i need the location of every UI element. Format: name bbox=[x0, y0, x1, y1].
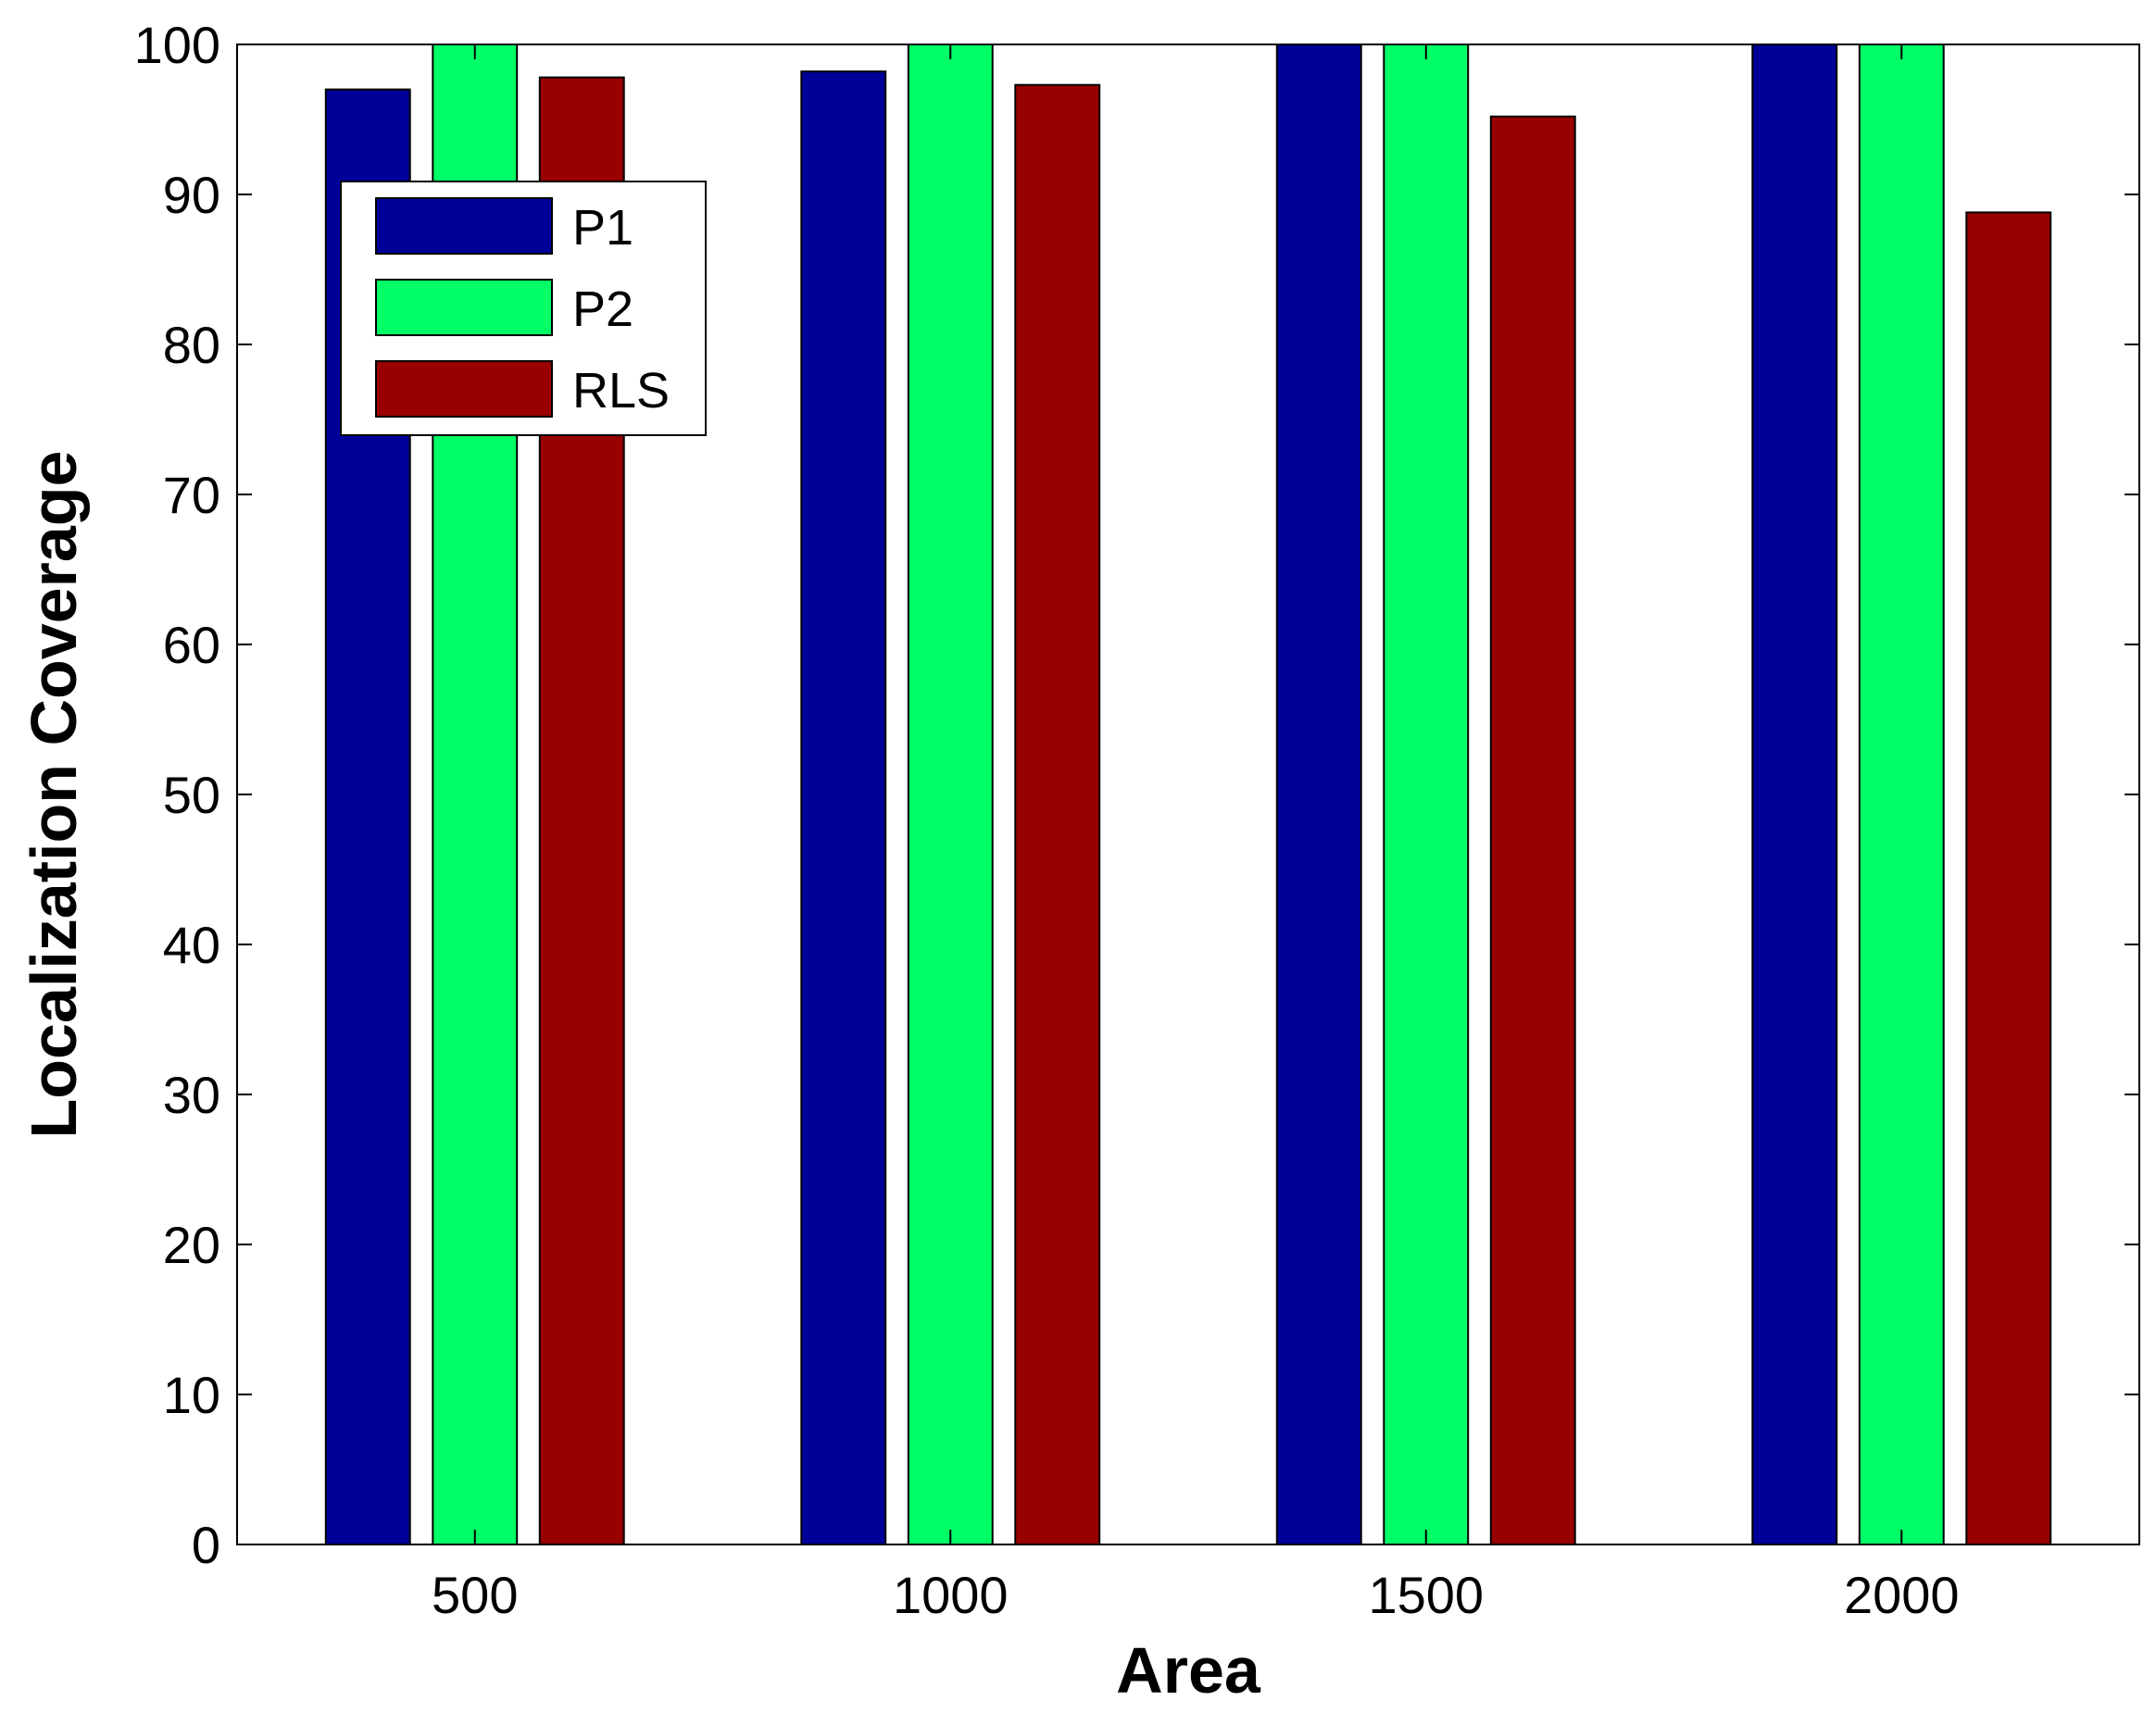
x-tick-label-500: 500 bbox=[432, 1566, 518, 1624]
legend-label-rls: RLS bbox=[572, 363, 670, 419]
x-tick-label-1000: 1000 bbox=[893, 1566, 1009, 1624]
bar-p2-2000 bbox=[1858, 44, 1945, 1545]
y-tick-label-0: 0 bbox=[192, 1516, 220, 1574]
bar-p2-1000 bbox=[907, 44, 994, 1545]
bar-rls-1000 bbox=[1014, 83, 1101, 1546]
legend-label-p2: P2 bbox=[572, 281, 633, 337]
legend-swatch-rls bbox=[375, 360, 553, 418]
y-axis-title: Localization Coverage bbox=[18, 451, 90, 1139]
legend-swatch-p2 bbox=[375, 279, 553, 336]
y-axis-ticks: 0 10 20 30 40 50 60 70 80 90 100 bbox=[134, 16, 2139, 1574]
bar-rls-1500 bbox=[1489, 115, 1576, 1545]
x-axis-title: Area bbox=[1116, 1634, 1261, 1707]
legend-label-p1: P1 bbox=[572, 200, 633, 256]
y-tick-label-70: 70 bbox=[163, 466, 220, 524]
legend-swatch-p1 bbox=[375, 197, 553, 255]
bar-p2-1500 bbox=[1383, 44, 1470, 1545]
bar-p1-2000 bbox=[1751, 44, 1838, 1545]
bar-p1-1000 bbox=[800, 70, 887, 1546]
y-tick-label-80: 80 bbox=[163, 316, 220, 374]
x-tick-label-2000: 2000 bbox=[1844, 1566, 1960, 1624]
x-axis-ticks: 500 1000 1500 2000 bbox=[432, 44, 1960, 1624]
y-tick-label-100: 100 bbox=[134, 16, 220, 74]
y-tick-label-60: 60 bbox=[163, 616, 220, 674]
y-tick-label-50: 50 bbox=[163, 766, 220, 824]
y-tick-label-30: 30 bbox=[163, 1066, 220, 1124]
y-tick-label-20: 20 bbox=[163, 1216, 220, 1274]
y-tick-label-40: 40 bbox=[163, 916, 220, 974]
y-tick-label-90: 90 bbox=[163, 166, 220, 224]
legend: P1 P2 RLS bbox=[340, 181, 707, 436]
bar-rls-2000 bbox=[1965, 211, 2052, 1545]
bar-p1-1500 bbox=[1275, 44, 1362, 1545]
x-tick-label-1500: 1500 bbox=[1368, 1566, 1484, 1624]
y-tick-label-10: 10 bbox=[163, 1366, 220, 1424]
